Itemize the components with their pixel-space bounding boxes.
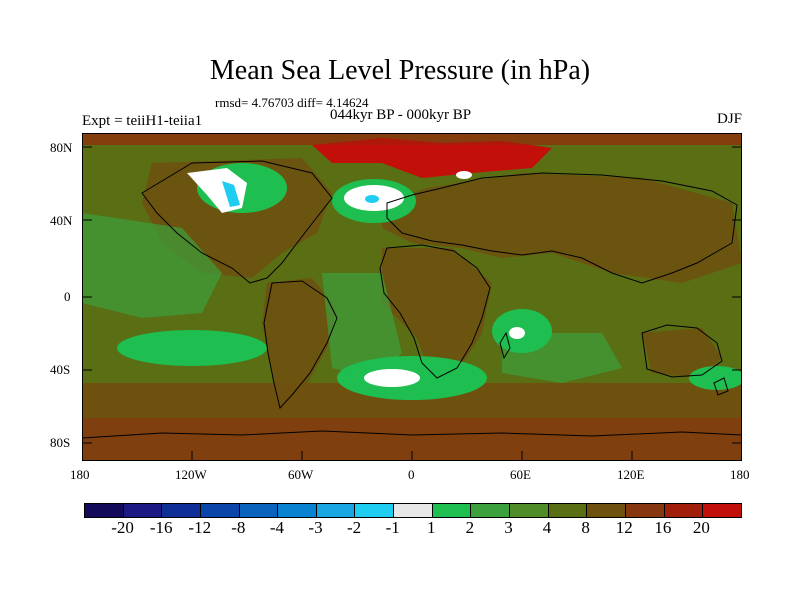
colorbar-cell [278,504,317,517]
south-atlantic-core [364,369,420,387]
colorbar-label: -12 [188,518,212,537]
scandinavia-core [456,171,472,179]
colorbar-label: 2 [465,518,475,537]
colorbar-cell [200,504,240,517]
colorbar-cell [703,504,741,517]
eurasia-region [382,173,742,283]
colorbar-label: -4 [269,518,285,537]
australia-region [642,328,722,378]
south-pacific-anomaly [117,330,267,366]
lat-label-80n: 80N [50,140,73,155]
africa-region [382,248,492,378]
colorbar-label: 12 [615,518,633,537]
lon-label-60e: 60E [510,467,531,482]
colorbar-labels: -20 -16 -12 -8 -4 -3 -2 -1 1 2 3 4 8 12 16 20 [84,518,740,540]
south-america-region [262,278,337,408]
colorbar-label: -2 [347,518,362,537]
indian-ocean-core [509,327,525,339]
colorbar-cell [510,504,549,517]
coastlines [82,160,742,439]
laurentide-cyan [222,181,240,207]
lon-label-180w: 180 [70,467,90,482]
map-panel [82,133,742,461]
map-ticks [82,146,742,461]
colorbar-label: -16 [149,518,173,537]
colorbar-label: -3 [308,518,323,537]
colorbar-label: 16 [654,518,672,537]
arctic-high-region [312,138,552,178]
colorbar-cell [162,504,201,517]
season-label: DJF [716,111,742,127]
period-label: 044kyr BP - 000kyr BP [330,107,472,123]
lon-label-60w: 60W [288,467,314,482]
colorbar-cell [664,504,704,517]
colorbar-cell [85,504,124,517]
colorbar-cell [394,504,433,517]
lon-label-120w: 120W [175,467,207,482]
arctic-edge [82,133,742,145]
lat-label-40s: 40S [50,362,71,377]
pacific-green-region [82,213,222,318]
colorbar-cell [123,504,163,517]
colorbar-label: 4 [542,518,552,537]
colorbar-label: 20 [692,518,710,537]
lon-label-0: 0 [408,467,415,482]
colorbar-cell [625,504,665,517]
colorbar-cell [548,504,588,517]
pressure-map [82,133,742,461]
colorbar-label: -8 [231,518,246,537]
colorbar-cell [355,504,395,517]
colorbar-label: 3 [504,518,513,537]
colorbar-label: 8 [581,518,590,537]
atlantic-green-region [322,273,402,378]
colorbar-cell [587,504,626,517]
colorbar-cell [432,504,472,517]
colorbar-label: -20 [111,518,134,537]
lon-label-180e: 180 [730,467,750,482]
colorbar [84,503,742,518]
north-atlantic-cyan [365,195,379,203]
east-pacific-anomaly [689,366,742,390]
lat-label-0: 0 [64,289,71,304]
lon-label-120e: 120E [617,467,645,482]
stats-text: rmsd= 4.76703 diff= 4.14624 [215,95,369,110]
colorbar-cell [316,504,356,517]
experiment-label: Expt = teiiH1-teiia1 [82,113,203,129]
chart-title: Mean Sea Level Pressure (in hPa) [209,55,591,86]
lat-label-80s: 80S [50,435,71,450]
colorbar-cell [239,504,279,517]
lat-label-40n: 40N [50,213,73,228]
colorbar-cell [471,504,511,517]
colorbar-label: -1 [385,518,400,537]
colorbar-label: 1 [427,518,436,537]
